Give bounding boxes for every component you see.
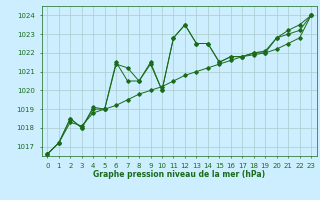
X-axis label: Graphe pression niveau de la mer (hPa): Graphe pression niveau de la mer (hPa) (93, 170, 265, 179)
